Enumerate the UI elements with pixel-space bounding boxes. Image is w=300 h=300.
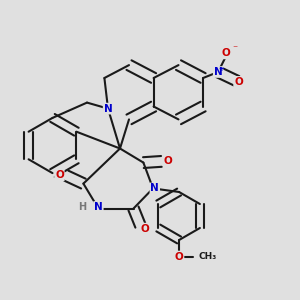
Text: CH₃: CH₃: [199, 252, 217, 261]
Text: N: N: [214, 67, 223, 77]
Text: O: O: [234, 77, 243, 87]
Text: H: H: [78, 202, 86, 212]
Text: +: +: [219, 66, 225, 72]
Text: N: N: [94, 202, 103, 212]
Text: O: O: [222, 48, 231, 59]
Text: O: O: [175, 251, 184, 262]
Text: N: N: [150, 183, 159, 194]
Text: N: N: [103, 103, 112, 114]
Text: ⁻: ⁻: [232, 44, 237, 55]
Text: O: O: [55, 170, 64, 181]
Text: O: O: [140, 224, 149, 234]
Text: O: O: [164, 156, 172, 167]
